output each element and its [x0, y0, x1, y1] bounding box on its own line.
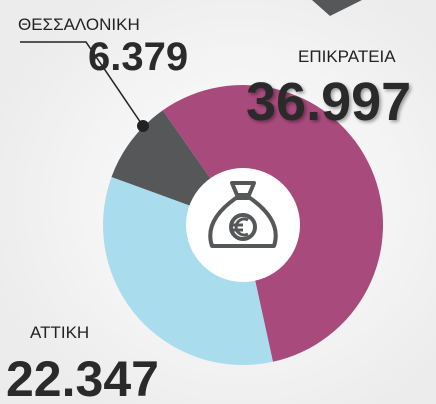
value-label: 6.379 — [88, 35, 188, 79]
leader-dot — [137, 120, 149, 132]
value-label: 22.347 — [6, 351, 159, 404]
value-label: 36.997 — [246, 72, 411, 132]
leader-line — [20, 41, 144, 127]
decor-triangle — [312, 0, 362, 16]
money-bag-icon — [208, 181, 278, 248]
category-label: ΑΤΤΙΚΗ — [30, 323, 89, 342]
category-label: ΘΕΣΣΑΛΟΝΙΚΗ — [18, 15, 140, 34]
category-label: ΕΠΙΚΡΑΤΕΙΑ — [298, 47, 396, 66]
